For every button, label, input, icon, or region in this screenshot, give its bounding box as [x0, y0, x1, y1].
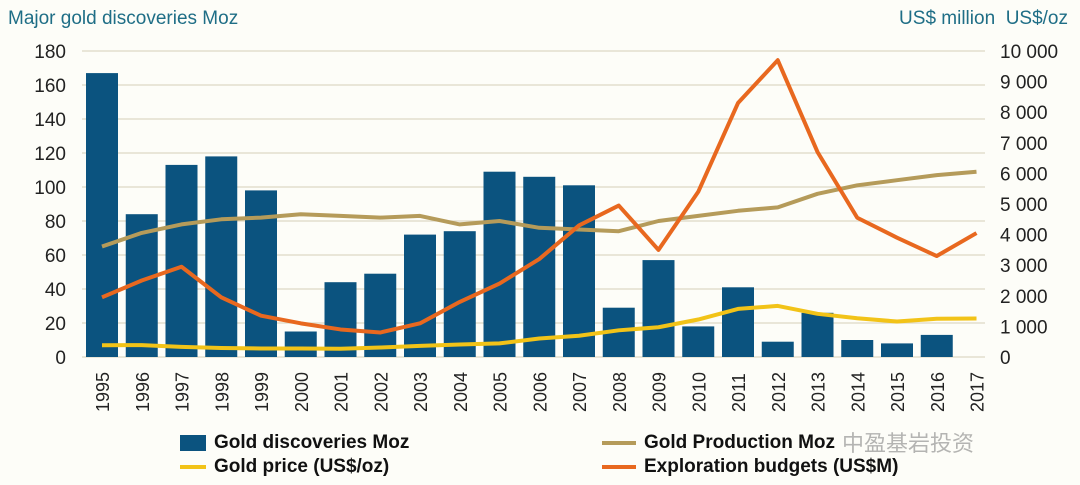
- bar-2010: [682, 326, 715, 357]
- legend-item-production: Gold Production Moz: [602, 432, 835, 454]
- x-tick-label: 2009: [650, 372, 670, 412]
- right-tick-label: 9 000: [1000, 73, 1048, 94]
- x-tick-label: 2005: [491, 372, 511, 412]
- left-tick-label: 40: [45, 280, 66, 301]
- right-tick-label: 1 000: [1000, 317, 1048, 338]
- right-tick-label: 0: [1000, 348, 1011, 369]
- bar-1995: [86, 73, 118, 357]
- bar-2003: [404, 234, 436, 357]
- bar-2005: [483, 171, 516, 357]
- x-tick-label: 2012: [769, 372, 789, 412]
- right-tick-label: 2 000: [1000, 287, 1048, 308]
- legend-swatch: [602, 465, 636, 469]
- x-tick-label: 2013: [809, 372, 829, 412]
- x-tick-label: 2010: [689, 372, 709, 412]
- left-tick-label: 60: [45, 246, 66, 267]
- bar-2002: [364, 273, 397, 357]
- bar-1998: [205, 156, 238, 357]
- x-tick-label: 2004: [451, 372, 471, 412]
- left-tick-label: 100: [34, 178, 66, 199]
- left-tick-label: 140: [34, 110, 66, 131]
- bar-2004: [443, 231, 476, 357]
- bar-2016: [920, 334, 953, 357]
- legend-item-price: Gold price (US$/oz): [180, 456, 389, 478]
- right-tick-label: 4 000: [1000, 226, 1048, 247]
- bar-2007: [563, 185, 595, 357]
- x-tick-label: 2002: [371, 372, 391, 412]
- bar-2012: [761, 341, 794, 357]
- bar-2015: [881, 343, 913, 357]
- right-tick-label: 5 000: [1000, 195, 1048, 216]
- bar-2014: [841, 340, 874, 357]
- right-tick-label: 6 000: [1000, 164, 1048, 185]
- right-axis-title: US$ million US$/oz: [899, 8, 1068, 29]
- x-tick-label: 2015: [888, 372, 908, 412]
- right-tick-label: 10 000: [1000, 42, 1058, 63]
- left-tick-label: 180: [34, 42, 66, 63]
- x-tick-label: 1997: [173, 372, 193, 412]
- bar-2001: [324, 282, 357, 357]
- left-tick-label: 120: [34, 144, 66, 165]
- x-tick-label: 2006: [530, 372, 550, 412]
- x-tick-label: 1998: [212, 372, 232, 412]
- right-tick-label: 7 000: [1000, 134, 1048, 155]
- x-tick-label: 1995: [93, 372, 113, 412]
- watermark: 中盈基岩投资: [842, 431, 975, 456]
- bar-2013: [801, 312, 834, 357]
- x-tick-label: 2011: [729, 373, 749, 412]
- x-tick-label: 2001: [332, 372, 352, 412]
- x-tick-label: 2016: [928, 372, 948, 412]
- legend-swatch: [180, 465, 206, 469]
- x-tick-label: 1996: [133, 372, 153, 412]
- legend-label: Exploration budgets (US$M): [644, 456, 899, 477]
- legend-item-discoveries: Gold discoveries Moz: [180, 432, 409, 454]
- x-tick-label: 2000: [292, 372, 312, 412]
- legend-label: Gold Production Moz: [644, 432, 836, 453]
- legend-label: Gold discoveries Moz: [214, 432, 410, 453]
- left-axis-title: Major gold discoveries Moz: [8, 8, 239, 29]
- x-tick-label: 2003: [411, 372, 431, 412]
- left-tick-label: 160: [34, 76, 66, 97]
- x-tick-label: 2014: [848, 372, 868, 412]
- legend-swatch: [602, 441, 636, 445]
- x-tick-label: 1999: [252, 372, 272, 412]
- left-tick-label: 20: [45, 314, 66, 335]
- legend-swatch: [180, 435, 206, 451]
- x-tick-label: 2017: [968, 372, 988, 412]
- left-tick-label: 80: [45, 212, 66, 233]
- right-tick-label: 3 000: [1000, 256, 1048, 277]
- legend-label: Gold price (US$/oz): [214, 456, 390, 477]
- bar-1997: [165, 164, 198, 357]
- legend-item-exploration: Exploration budgets (US$M): [602, 456, 898, 478]
- left-tick-label: 0: [55, 348, 66, 369]
- bar-2009: [642, 260, 675, 357]
- bar-2000: [284, 331, 317, 357]
- bar-2011: [722, 287, 754, 357]
- x-tick-label: 2008: [610, 372, 630, 412]
- x-tick-label: 2007: [570, 372, 590, 412]
- right-tick-label: 8 000: [1000, 103, 1048, 124]
